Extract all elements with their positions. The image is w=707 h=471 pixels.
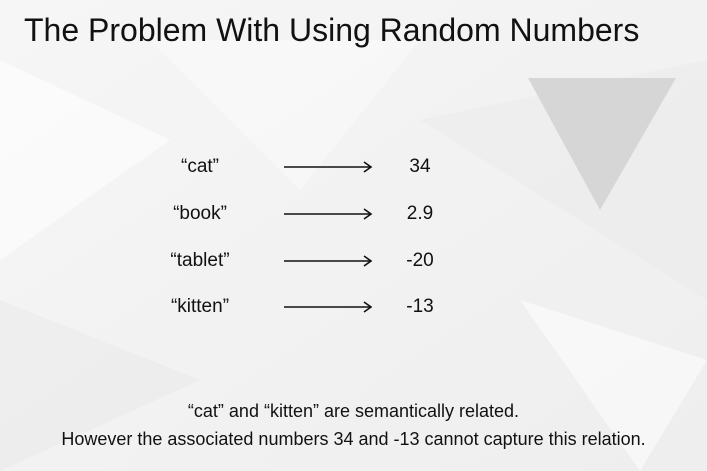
number-value: 2.9 <box>406 203 434 224</box>
word-label: “book” <box>173 203 227 224</box>
word-label: “tablet” <box>170 250 230 271</box>
number-value: 34 <box>409 156 431 177</box>
caption-line-2: However the associated numbers 34 and -1… <box>61 429 646 449</box>
caption-line-1: “cat” and “kitten” are semantically rela… <box>187 401 520 421</box>
slide-title: The Problem With Using Random Numbers <box>24 12 640 48</box>
right-arrow-icon <box>284 208 373 220</box>
word-label: “kitten” <box>170 296 230 317</box>
right-arrow-icon <box>284 301 373 313</box>
word-label: “cat” <box>181 156 219 177</box>
number-value: -13 <box>406 296 434 317</box>
mapping-row-cat: “cat” 34 <box>0 152 707 182</box>
mapping-row-tablet: “tablet” -20 <box>0 246 707 276</box>
right-arrow-icon <box>284 255 373 267</box>
triangle-decoration <box>528 78 676 210</box>
number-value: -20 <box>406 250 434 271</box>
mapping-row-kitten: “kitten” -13 <box>0 292 707 322</box>
mapping-row-book: “book” 2.9 <box>0 199 707 229</box>
right-arrow-icon <box>284 161 373 173</box>
